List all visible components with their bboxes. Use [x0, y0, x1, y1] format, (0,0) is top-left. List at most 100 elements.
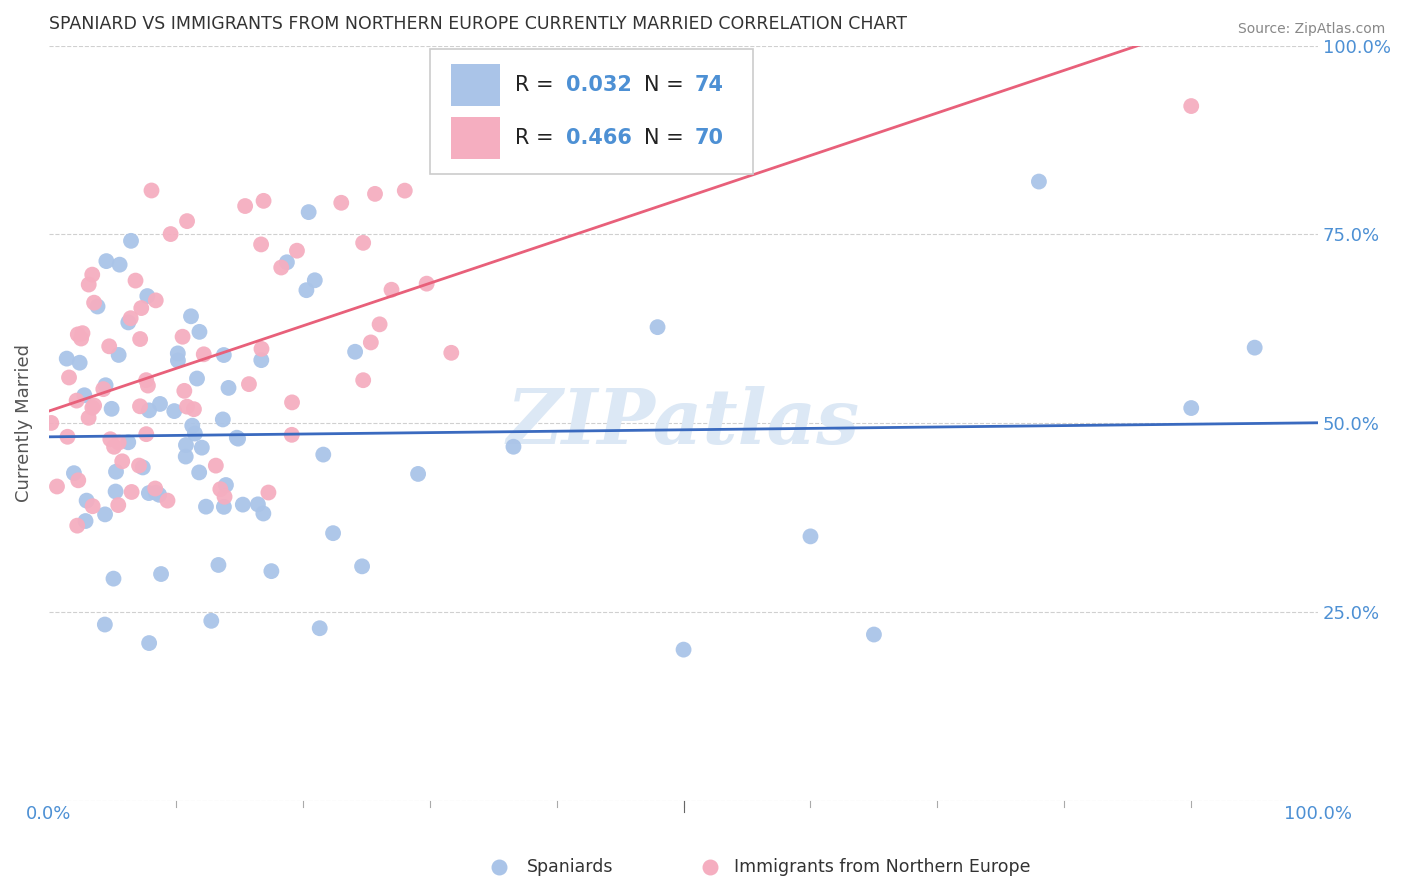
Point	[129, 399, 152, 413]
Point	[55, 351, 77, 366]
Text: ZIPatlas: ZIPatlas	[508, 386, 860, 460]
Point	[75, 514, 97, 528]
Point	[103, 440, 125, 454]
FancyBboxPatch shape	[430, 49, 754, 174]
Text: SPANIARD VS IMMIGRANTS FROM NORTHERN EUROPE CURRENTLY MARRIED CORRELATION CHART: SPANIARD VS IMMIGRANTS FROM NORTHERN EUR…	[49, 15, 907, 33]
Point	[218, 381, 240, 395]
Point	[135, 373, 157, 387]
Bar	[451, 117, 499, 159]
Point	[141, 184, 163, 198]
Point	[209, 482, 232, 496]
Point	[111, 454, 134, 468]
Point	[1180, 99, 1202, 113]
Point	[174, 450, 197, 464]
Point	[250, 342, 273, 356]
Point	[120, 234, 142, 248]
Point	[186, 371, 208, 385]
Point	[1243, 341, 1265, 355]
Point	[285, 244, 308, 258]
Point	[138, 636, 160, 650]
Point	[406, 467, 429, 481]
Point	[72, 326, 94, 341]
Point	[312, 448, 335, 462]
Point	[156, 493, 179, 508]
Point	[246, 497, 269, 511]
Point	[173, 384, 195, 398]
Point	[163, 404, 186, 418]
Point	[180, 310, 202, 324]
Text: N =: N =	[644, 128, 690, 148]
Point	[135, 427, 157, 442]
Point	[233, 199, 256, 213]
Point	[98, 432, 121, 446]
Point	[252, 507, 274, 521]
Point	[270, 260, 292, 275]
Point	[100, 401, 122, 416]
Point	[66, 327, 89, 342]
Point	[298, 205, 321, 219]
Point	[188, 466, 211, 480]
Text: 0.032: 0.032	[565, 75, 631, 95]
Point	[150, 567, 173, 582]
Point	[120, 311, 142, 326]
Point	[200, 614, 222, 628]
Point	[128, 458, 150, 473]
Point	[238, 377, 260, 392]
Point	[172, 330, 194, 344]
Point	[502, 440, 524, 454]
Point	[39, 416, 62, 430]
Point	[252, 194, 274, 208]
Point	[281, 395, 304, 409]
Point	[295, 283, 318, 297]
Point	[647, 320, 669, 334]
Point	[205, 458, 228, 473]
Point	[69, 356, 91, 370]
Point	[117, 435, 139, 450]
Point	[415, 277, 437, 291]
Text: Source: ZipAtlas.com: Source: ZipAtlas.com	[1237, 22, 1385, 37]
Point	[149, 397, 172, 411]
Point	[143, 482, 166, 496]
Point	[129, 301, 152, 315]
Point	[107, 435, 129, 450]
Point	[225, 431, 247, 445]
Point	[799, 529, 821, 543]
Point	[276, 255, 298, 269]
Point	[1180, 401, 1202, 415]
Point	[352, 235, 374, 250]
Point	[77, 277, 100, 292]
Point	[441, 90, 464, 104]
Text: R =: R =	[515, 128, 560, 148]
Point	[63, 466, 86, 480]
Point	[83, 399, 105, 413]
Point	[863, 627, 886, 641]
Point	[138, 486, 160, 500]
Point	[181, 418, 204, 433]
Point	[250, 237, 273, 252]
Point	[1028, 175, 1050, 189]
Point	[176, 214, 198, 228]
Point	[191, 441, 214, 455]
Point	[212, 500, 235, 514]
Point	[193, 347, 215, 361]
Point	[124, 274, 146, 288]
Bar	[451, 64, 499, 105]
Point	[56, 430, 79, 444]
Point	[96, 254, 118, 268]
Point	[82, 268, 104, 282]
Text: 70: 70	[695, 128, 724, 148]
Point	[98, 339, 121, 353]
Point	[212, 348, 235, 362]
Point	[145, 485, 167, 500]
Text: 74: 74	[695, 75, 724, 95]
Point	[352, 373, 374, 387]
Point	[65, 393, 87, 408]
Point	[364, 186, 387, 201]
Point	[82, 401, 104, 415]
Point	[91, 382, 114, 396]
Text: Spaniards: Spaniards	[527, 858, 614, 876]
Point	[226, 432, 249, 446]
Point	[94, 617, 117, 632]
Point	[167, 353, 190, 368]
Point	[86, 300, 108, 314]
